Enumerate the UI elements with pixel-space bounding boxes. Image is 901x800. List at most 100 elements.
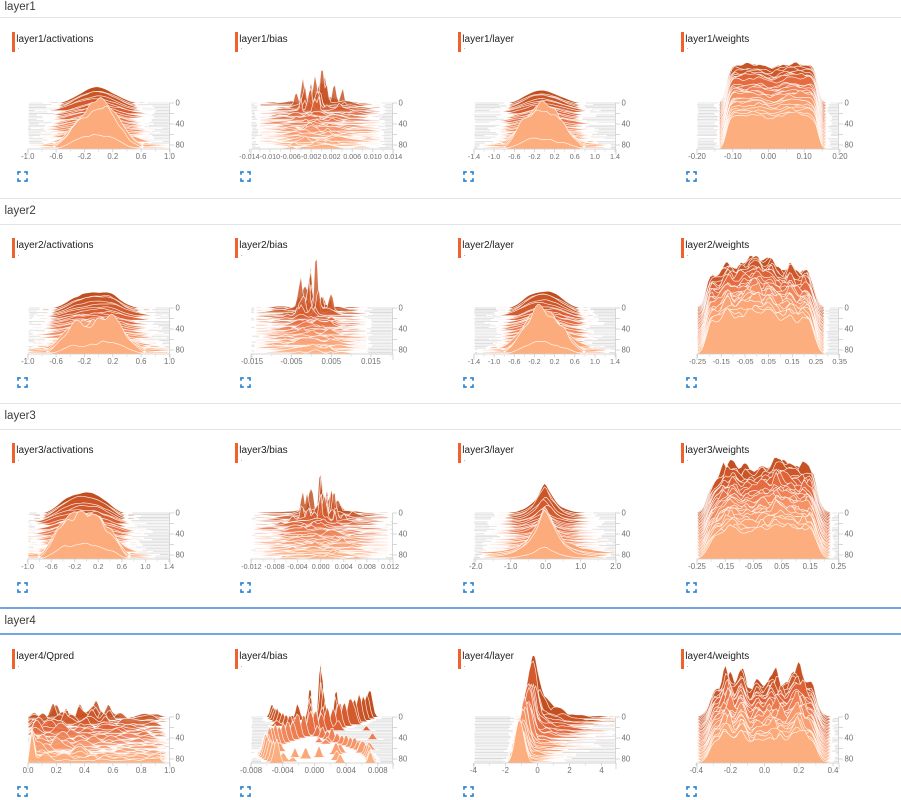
svg-text:-0.6: -0.6 <box>508 152 520 161</box>
svg-text:-0.05: -0.05 <box>736 357 753 366</box>
svg-text:0.6: 0.6 <box>570 152 580 161</box>
svg-text:80: 80 <box>399 346 408 355</box>
svg-text:0: 0 <box>399 304 404 313</box>
svg-text:0.15: 0.15 <box>803 562 819 571</box>
svg-text:0.006: 0.006 <box>343 152 361 161</box>
svg-text:0.6: 0.6 <box>136 357 147 366</box>
svg-text:0.0: 0.0 <box>23 765 35 774</box>
svg-text:-1.4: -1.4 <box>468 357 480 366</box>
svg-text:0.2: 0.2 <box>107 357 118 366</box>
svg-text:0: 0 <box>399 509 404 518</box>
svg-text:-1.4: -1.4 <box>468 152 480 161</box>
svg-text:0.008: 0.008 <box>368 765 388 774</box>
svg-text:80: 80 <box>845 754 854 763</box>
svg-text:0: 0 <box>622 509 627 518</box>
svg-text:-1.0: -1.0 <box>21 562 34 571</box>
svg-text:0.6: 0.6 <box>136 152 147 161</box>
svg-text:-0.015: -0.015 <box>241 357 264 366</box>
svg-text:-1.0: -1.0 <box>488 357 500 366</box>
svg-text:0.05: 0.05 <box>774 562 790 571</box>
svg-text:-4: -4 <box>470 765 478 774</box>
svg-text:80: 80 <box>176 346 185 355</box>
svg-text:-2: -2 <box>502 765 509 774</box>
svg-text:0.20: 0.20 <box>832 152 848 161</box>
svg-text:-0.6: -0.6 <box>49 152 62 161</box>
svg-text:1.0: 1.0 <box>590 357 600 366</box>
svg-text:40: 40 <box>399 530 408 539</box>
svg-text:80: 80 <box>845 346 854 355</box>
svg-text:-0.2: -0.2 <box>528 357 540 366</box>
svg-text:40: 40 <box>845 119 854 128</box>
svg-text:-0.6: -0.6 <box>508 357 520 366</box>
svg-text:40: 40 <box>176 733 185 742</box>
svg-text:-1.0: -1.0 <box>21 357 35 366</box>
svg-text:-0.2: -0.2 <box>78 152 91 161</box>
svg-text:-0.10: -0.10 <box>724 152 742 161</box>
svg-text:0.8: 0.8 <box>136 765 147 774</box>
svg-text:-0.014: -0.014 <box>239 152 259 161</box>
svg-text:0.004: 0.004 <box>336 765 356 774</box>
svg-text:-1.0: -1.0 <box>504 562 518 571</box>
svg-text:0.10: 0.10 <box>797 152 813 161</box>
svg-text:0: 0 <box>622 98 627 107</box>
svg-text:-0.002: -0.002 <box>301 152 321 161</box>
svg-text:0.000: 0.000 <box>312 562 330 571</box>
svg-text:0.6: 0.6 <box>117 562 127 571</box>
svg-text:-0.15: -0.15 <box>713 357 730 366</box>
svg-text:40: 40 <box>845 325 854 334</box>
svg-text:-0.006: -0.006 <box>280 152 300 161</box>
svg-text:0: 0 <box>845 712 850 721</box>
svg-text:-0.15: -0.15 <box>716 562 734 571</box>
svg-text:40: 40 <box>845 530 854 539</box>
svg-text:-0.6: -0.6 <box>49 357 62 366</box>
svg-text:-0.2: -0.2 <box>528 152 540 161</box>
svg-text:0.4: 0.4 <box>828 765 840 774</box>
svg-text:0.2: 0.2 <box>793 765 804 774</box>
svg-text:0.010: 0.010 <box>364 152 382 161</box>
svg-text:1.0: 1.0 <box>164 152 176 161</box>
svg-text:0.2: 0.2 <box>93 562 103 571</box>
svg-text:0.004: 0.004 <box>335 562 353 571</box>
svg-text:-0.008: -0.008 <box>240 765 262 774</box>
svg-text:1.4: 1.4 <box>610 357 620 366</box>
svg-text:-0.004: -0.004 <box>287 562 307 571</box>
svg-text:80: 80 <box>176 140 185 149</box>
svg-text:0: 0 <box>399 98 404 107</box>
svg-text:0: 0 <box>176 304 181 313</box>
svg-text:1.0: 1.0 <box>164 765 176 774</box>
svg-text:0.0: 0.0 <box>540 562 552 571</box>
svg-text:80: 80 <box>622 754 631 763</box>
svg-text:0.2: 0.2 <box>51 765 62 774</box>
svg-text:80: 80 <box>622 140 631 149</box>
svg-text:-0.4: -0.4 <box>689 765 703 774</box>
svg-text:0: 0 <box>176 712 181 721</box>
svg-text:-0.008: -0.008 <box>264 562 284 571</box>
svg-text:0.00: 0.00 <box>761 152 777 161</box>
svg-text:80: 80 <box>399 754 408 763</box>
svg-text:-1.0: -1.0 <box>21 152 35 161</box>
svg-text:40: 40 <box>622 530 631 539</box>
svg-text:40: 40 <box>399 733 408 742</box>
svg-text:80: 80 <box>399 551 408 560</box>
svg-text:0.25: 0.25 <box>809 357 824 366</box>
svg-text:0: 0 <box>176 509 181 518</box>
svg-text:80: 80 <box>399 140 408 149</box>
svg-text:0: 0 <box>845 509 850 518</box>
svg-text:40: 40 <box>622 119 631 128</box>
svg-text:40: 40 <box>622 325 631 334</box>
svg-text:0.0: 0.0 <box>759 765 771 774</box>
svg-text:1.4: 1.4 <box>164 562 174 571</box>
svg-text:-0.25: -0.25 <box>688 562 706 571</box>
svg-text:-0.20: -0.20 <box>688 152 706 161</box>
svg-text:0.005: 0.005 <box>322 357 342 366</box>
svg-text:2: 2 <box>567 765 571 774</box>
svg-text:-0.25: -0.25 <box>689 357 706 366</box>
svg-text:-0.6: -0.6 <box>45 562 58 571</box>
svg-text:0.002: 0.002 <box>323 152 341 161</box>
svg-text:-0.05: -0.05 <box>745 562 763 571</box>
svg-text:0.4: 0.4 <box>79 765 91 774</box>
svg-text:0.6: 0.6 <box>107 765 118 774</box>
svg-text:-0.005: -0.005 <box>281 357 304 366</box>
svg-text:0: 0 <box>399 712 404 721</box>
svg-text:0.2: 0.2 <box>550 357 560 366</box>
